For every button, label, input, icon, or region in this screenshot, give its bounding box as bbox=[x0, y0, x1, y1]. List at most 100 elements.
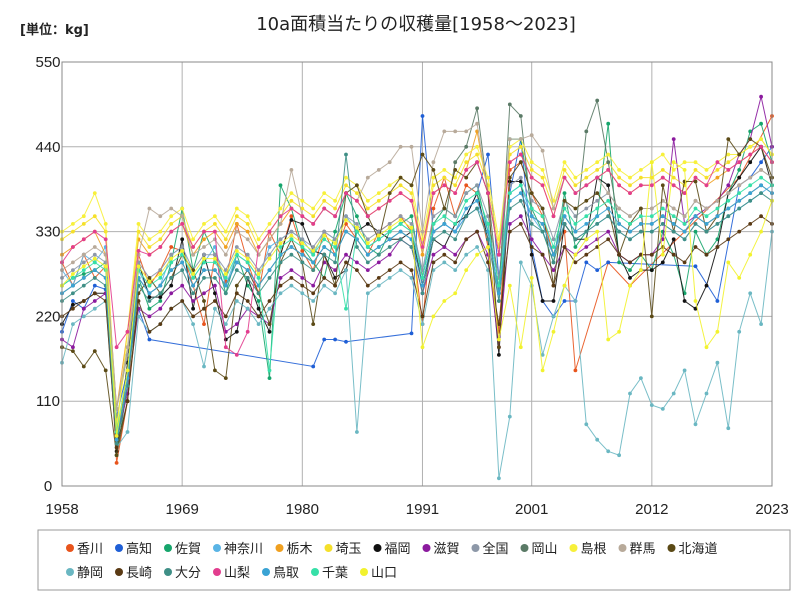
data-point bbox=[256, 306, 261, 311]
legend-item: 高知 bbox=[115, 541, 152, 557]
data-point bbox=[704, 391, 709, 396]
data-point bbox=[278, 291, 283, 296]
data-point bbox=[486, 245, 490, 249]
data-point bbox=[169, 276, 174, 280]
data-point bbox=[81, 252, 86, 257]
data-point bbox=[191, 322, 196, 326]
data-point bbox=[71, 322, 75, 326]
data-point bbox=[409, 198, 414, 203]
data-point bbox=[507, 191, 512, 196]
data-point bbox=[180, 222, 185, 226]
data-point bbox=[311, 260, 316, 265]
data-point bbox=[409, 276, 414, 280]
legend-item: 千葉 bbox=[311, 566, 348, 581]
series-山口 bbox=[60, 160, 774, 438]
data-point bbox=[562, 222, 567, 226]
legend-label: 埼玉 bbox=[336, 542, 362, 557]
data-point bbox=[497, 345, 501, 350]
data-point bbox=[92, 349, 97, 353]
series-山梨 bbox=[60, 144, 774, 357]
data-point bbox=[147, 306, 152, 311]
data-point bbox=[518, 137, 523, 142]
data-point bbox=[540, 368, 545, 373]
data-point bbox=[551, 214, 556, 219]
y-tick-label: 330 bbox=[35, 224, 60, 241]
legend-marker bbox=[569, 544, 578, 552]
data-point bbox=[213, 256, 217, 261]
data-point bbox=[748, 198, 753, 203]
data-point bbox=[267, 276, 272, 280]
series-group bbox=[60, 94, 774, 481]
data-point bbox=[507, 414, 512, 419]
data-point bbox=[420, 252, 425, 257]
data-point bbox=[169, 222, 174, 226]
data-point bbox=[289, 268, 294, 272]
data-point bbox=[311, 214, 316, 219]
data-point bbox=[628, 222, 632, 226]
data-point bbox=[92, 260, 97, 265]
legend-marker bbox=[324, 544, 333, 552]
data-point bbox=[518, 260, 523, 265]
data-point bbox=[300, 283, 305, 288]
data-point bbox=[300, 260, 305, 265]
data-point bbox=[606, 191, 611, 196]
data-point bbox=[737, 198, 742, 203]
data-point bbox=[278, 183, 283, 188]
data-point bbox=[464, 144, 469, 149]
legend-item: 埼玉 bbox=[324, 542, 362, 557]
data-point bbox=[628, 391, 632, 396]
data-point bbox=[322, 237, 327, 242]
data-point bbox=[311, 249, 316, 253]
data-point bbox=[551, 314, 556, 319]
data-point bbox=[475, 245, 479, 249]
data-point bbox=[71, 299, 75, 303]
legend-item: 群馬 bbox=[618, 542, 656, 557]
data-point bbox=[704, 252, 709, 257]
series-line bbox=[61, 138, 773, 433]
data-point bbox=[693, 245, 698, 249]
data-point bbox=[682, 237, 687, 242]
data-point bbox=[398, 144, 403, 149]
data-point bbox=[245, 268, 250, 272]
data-point bbox=[213, 252, 217, 257]
data-point bbox=[475, 121, 479, 126]
data-point bbox=[245, 256, 250, 261]
data-point bbox=[289, 283, 294, 288]
data-point bbox=[759, 121, 763, 126]
data-point bbox=[81, 283, 86, 288]
legend-marker bbox=[618, 544, 627, 552]
data-point bbox=[365, 252, 370, 257]
data-point bbox=[649, 268, 654, 272]
legend-item: 全国 bbox=[471, 541, 509, 557]
data-point bbox=[693, 422, 698, 427]
data-point bbox=[169, 256, 174, 261]
data-point bbox=[639, 214, 643, 219]
data-point bbox=[628, 268, 632, 272]
data-point bbox=[682, 368, 687, 373]
data-point bbox=[398, 229, 403, 234]
data-point bbox=[639, 206, 643, 211]
data-point bbox=[223, 291, 228, 296]
data-point bbox=[311, 322, 316, 326]
data-point bbox=[158, 268, 163, 272]
data-point bbox=[103, 252, 108, 257]
data-point bbox=[628, 175, 632, 180]
plot-frame bbox=[61, 61, 773, 487]
data-point bbox=[628, 183, 632, 188]
data-point bbox=[158, 237, 163, 242]
data-point bbox=[114, 461, 119, 465]
legend-item: 静岡 bbox=[66, 566, 103, 581]
data-point bbox=[737, 206, 742, 211]
data-point bbox=[256, 314, 261, 319]
data-point bbox=[748, 144, 753, 149]
data-point bbox=[333, 198, 337, 203]
data-point bbox=[191, 276, 196, 280]
data-point bbox=[595, 175, 600, 180]
data-point bbox=[147, 283, 152, 288]
data-point bbox=[628, 237, 632, 242]
data-point bbox=[453, 291, 458, 296]
data-point bbox=[726, 168, 731, 172]
data-point bbox=[365, 237, 370, 242]
data-point bbox=[518, 183, 523, 188]
data-point bbox=[322, 276, 327, 280]
